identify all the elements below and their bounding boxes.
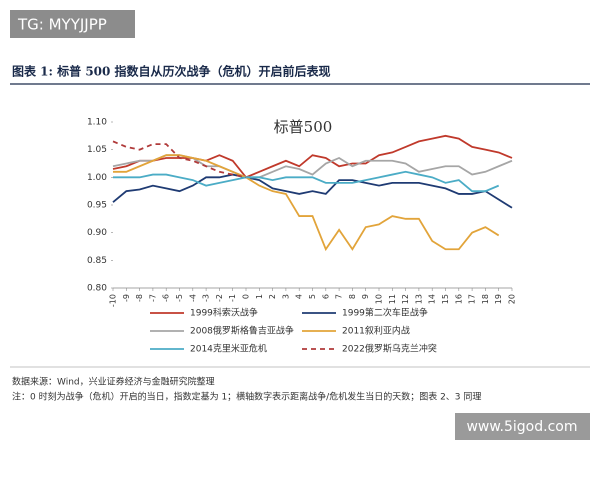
x-tick-label: 10 [375,294,384,304]
source: 数据来源：Wind，兴业证券经济与金融研究院整理 [12,376,215,388]
x-tick-label: 9 [361,294,370,299]
x-tick-label: 11 [388,294,397,304]
x-tick-label: -8 [135,294,144,302]
series-line [112,173,513,209]
series-line [113,170,500,193]
x-tick-label: -1 [228,294,237,302]
y-tick-label: 1.05 [87,145,107,155]
chart-title: 标普500 [274,118,333,136]
x-tick-label: 19 [494,294,503,304]
y-tick-label: 0.90 [87,228,107,238]
x-tick-label: -9 [122,294,131,302]
legend-label: 1999科索沃战争 [190,307,258,319]
x-tick-label: 4 [295,294,304,299]
legend-label: 2008俄罗斯格鲁吉亚战争 [190,325,294,337]
x-tick-label: -6 [162,294,171,302]
x-tick-label: 8 [348,294,357,299]
x-tick-label: 6 [321,294,330,299]
x-tick-label: 18 [481,294,490,304]
series-line [112,140,247,179]
x-tick-label: -5 [175,294,184,302]
x-tick-label: 2 [268,294,277,299]
legend-label: 1999第二次车臣战争 [342,307,428,319]
x-tick-label: -2 [215,294,224,302]
figure-title: 图表 1: 标普 500 指数自从历次战争（危机）开启前后表现 [12,64,331,79]
note: 注：0 时刻为战争（危机）开启的当日，指数定基为 1；横轴数字表示距离战争/危机… [12,391,481,403]
x-tick-label: -3 [202,294,211,302]
legend-label: 2022俄罗斯乌克兰冲突 [342,343,437,355]
series-line [112,134,513,179]
x-tick-label: 1 [255,294,264,299]
tag: TG: MYYJJPP [17,16,107,34]
x-tick-label: 12 [401,294,410,304]
x-tick-label: 5 [308,294,317,299]
tag-box [10,10,135,38]
site: www.5igod.com [466,419,577,435]
series-line [113,154,500,252]
y-tick-label: 0.85 [87,256,107,266]
x-tick-label: 15 [441,294,450,304]
x-tick-label: -7 [148,294,157,302]
y-tick-label: 0.80 [87,284,107,294]
x-tick-label: 16 [454,294,463,304]
y-tick-label: 1.10 [87,118,107,128]
x-tick-label: 7 [335,294,344,299]
x-tick-label: 17 [468,294,477,304]
legend-label: 2014克里米亚危机 [190,343,267,355]
site-box [455,413,590,440]
x-tick-label: 3 [281,294,290,299]
x-tick-label: 14 [428,294,437,304]
x-tick-label: 0 [242,294,251,299]
y-tick-label: 1.00 [87,173,107,183]
x-tick-label: -4 [188,294,197,302]
x-tick-label: 13 [414,294,423,304]
x-tick-label: 20 [508,294,517,304]
legend-label: 2011叙利亚内战 [342,325,410,337]
y-tick-label: 0.95 [87,201,107,211]
x-tick-label: -10 [109,294,118,307]
